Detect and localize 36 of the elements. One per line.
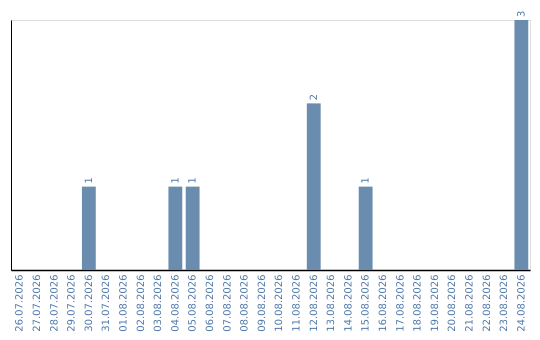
x-tick-label: 03.08.2026 bbox=[153, 274, 164, 332]
data-label: 3 bbox=[516, 10, 528, 17]
x-tick-label: 09.08.2026 bbox=[256, 274, 268, 332]
x-tick-label: 01.08.2026 bbox=[118, 274, 130, 332]
x-tick-label: 13.08.2026 bbox=[326, 274, 338, 332]
x-tick-label: 18.08.2026 bbox=[412, 274, 424, 332]
x-tick-label: 19.08.2026 bbox=[430, 274, 441, 332]
x-tick-label: 28.07.2026 bbox=[49, 274, 60, 332]
x-tick-label: 16.08.2026 bbox=[378, 274, 389, 332]
x-tick-label: 24.08.2026 bbox=[516, 274, 528, 332]
x-tick-label: 15.08.2026 bbox=[360, 274, 372, 332]
x-tick-label: 31.07.2026 bbox=[101, 274, 112, 332]
x-tick-label: 12.08.2026 bbox=[308, 274, 320, 332]
x-tick-label: 30.07.2026 bbox=[84, 274, 95, 332]
x-tick-label: 05.08.2026 bbox=[188, 274, 199, 332]
x-tick-label: 29.07.2026 bbox=[66, 274, 78, 332]
x-tick-label: 11.08.2026 bbox=[291, 274, 302, 332]
x-tick-label: 22.08.2026 bbox=[482, 274, 493, 332]
x-tick-label: 07.08.2026 bbox=[222, 274, 234, 332]
x-tick-label: 26.07.2026 bbox=[14, 274, 26, 332]
x-tick-label: 21.08.2026 bbox=[464, 274, 476, 332]
x-tick-label: 06.08.2026 bbox=[204, 274, 216, 332]
x-tick-label: 20.08.2026 bbox=[447, 274, 458, 332]
data-label: 1 bbox=[170, 177, 182, 184]
data-label: 1 bbox=[84, 177, 95, 184]
data-label: 1 bbox=[188, 177, 199, 184]
x-tick-label: 10.08.2026 bbox=[274, 274, 286, 332]
x-tick-label: 14.08.2026 bbox=[343, 274, 354, 332]
data-label: 1 bbox=[360, 177, 372, 184]
x-tick-label: 02.08.2026 bbox=[136, 274, 147, 332]
data-label: 2 bbox=[308, 94, 320, 100]
x-tick-label: 27.07.2026 bbox=[32, 274, 43, 332]
x-tick-label: 17.08.2026 bbox=[395, 274, 406, 332]
x-tick-label: 08.08.2026 bbox=[240, 274, 251, 332]
x-tick-label: 23.08.2026 bbox=[499, 274, 510, 332]
x-tick-label: 04.08.2026 bbox=[170, 274, 182, 332]
